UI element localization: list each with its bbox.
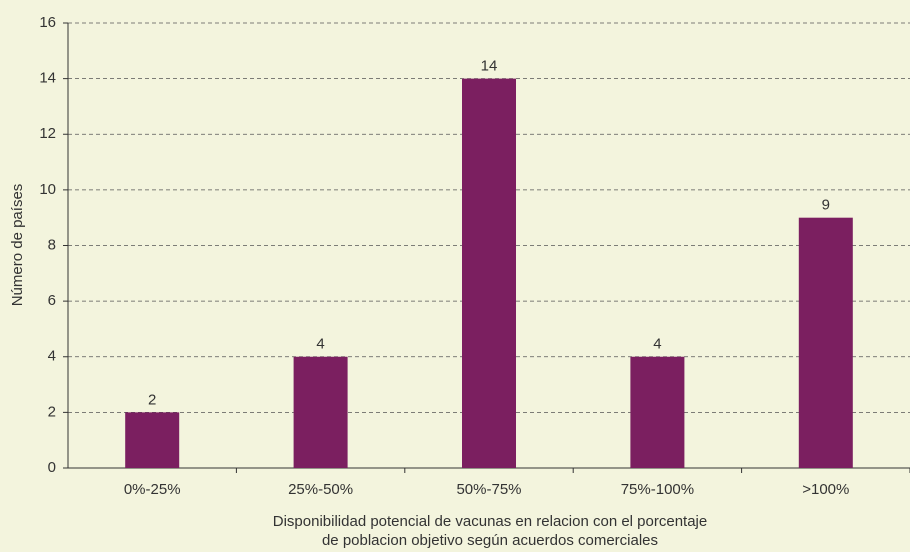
- x-axis-label: Disponibilidad potencial de vacunas en r…: [273, 513, 707, 530]
- x-tick-label: >100%: [802, 481, 849, 498]
- data-label: 14: [481, 58, 498, 75]
- y-tick-label: 16: [39, 14, 56, 31]
- x-tick-label: 75%-100%: [621, 481, 694, 498]
- bar: [462, 78, 516, 468]
- bar: [630, 356, 685, 468]
- x-axis-label: de poblacion objetivo según acuerdos com…: [322, 532, 658, 549]
- y-tick-label: 6: [48, 292, 56, 309]
- y-tick-label: 0: [48, 459, 56, 476]
- bar: [798, 217, 853, 468]
- x-tick-label: 0%-25%: [124, 481, 181, 498]
- x-tick-label: 50%-75%: [456, 481, 521, 498]
- y-axis-label: Número de países: [9, 184, 26, 307]
- y-tick-label: 2: [48, 403, 56, 420]
- data-label: 4: [316, 336, 324, 353]
- y-tick-label: 14: [39, 70, 56, 87]
- x-tick-label: 25%-50%: [288, 481, 353, 498]
- y-tick-label: 4: [48, 348, 56, 365]
- data-label: 2: [148, 391, 156, 408]
- data-label: 4: [653, 336, 661, 353]
- y-tick-label: 8: [48, 236, 56, 253]
- data-label: 9: [822, 197, 830, 214]
- bar: [293, 356, 348, 468]
- bar: [125, 412, 180, 468]
- y-tick-label: 12: [39, 125, 56, 142]
- y-tick-label: 10: [39, 181, 56, 198]
